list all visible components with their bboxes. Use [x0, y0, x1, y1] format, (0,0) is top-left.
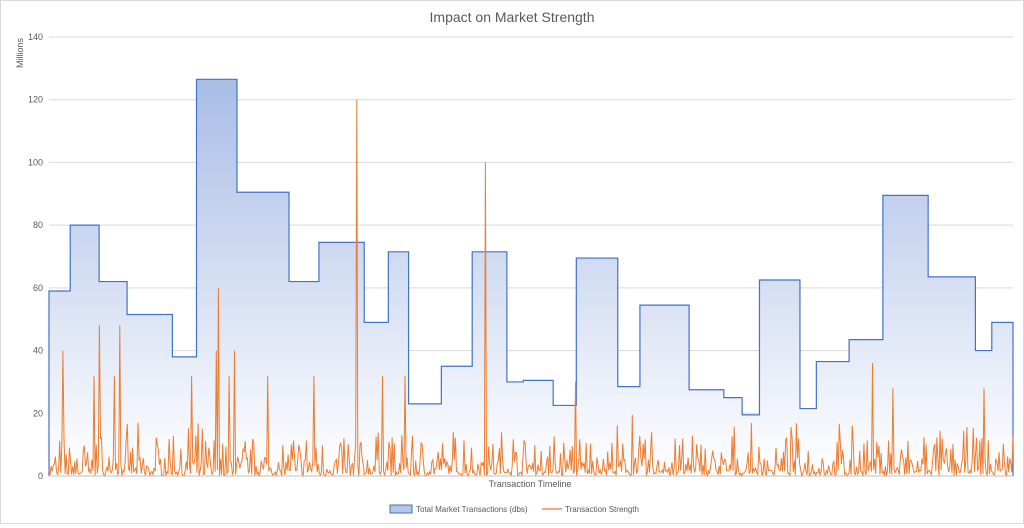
legend: Total Market Transactions (dbs) Transact…: [389, 504, 639, 514]
y-axis-label: Millions: [15, 38, 25, 69]
x-axis-label: Transaction Timeline: [489, 479, 572, 489]
y-tick-label: 60: [33, 283, 43, 293]
y-tick-label: 20: [33, 408, 43, 418]
line-path: [48, 99, 1014, 478]
line-series: [48, 99, 1014, 478]
y-tick-label: 40: [33, 346, 43, 356]
y-tick-label: 0: [38, 471, 43, 481]
y-tick-label: 120: [28, 95, 43, 105]
area-fill: [49, 79, 1013, 476]
area-series: [48, 78, 1014, 476]
legend-swatch-area: [389, 504, 413, 514]
y-axis-ticks: 0 20 40 60 80 100 120 140: [28, 32, 43, 481]
area-outline: [48, 78, 1014, 476]
legend-label-area: Total Market Transactions (dbs): [416, 505, 528, 514]
y-tick-label: 140: [28, 32, 43, 42]
legend-label-line: Transaction Strength: [565, 505, 639, 514]
y-tick-label: 100: [28, 157, 43, 167]
y-tick-label: 80: [33, 220, 43, 230]
chart-title: Impact on Market Strength: [430, 9, 595, 25]
